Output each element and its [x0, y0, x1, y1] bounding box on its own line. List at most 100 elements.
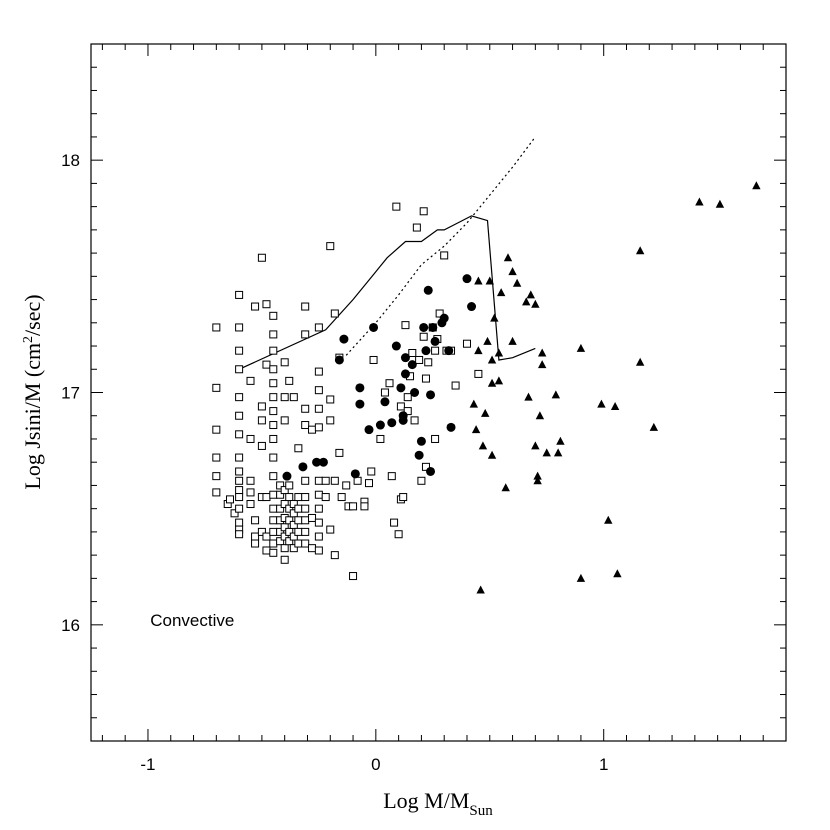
open-square-point: [226, 495, 234, 504]
open-square-point: [301, 302, 310, 311]
open-square-point: [235, 411, 244, 420]
filled-circle-point: [444, 346, 454, 356]
x-tick-label: -1: [140, 755, 155, 774]
filled-triangle-point: [551, 390, 561, 399]
open-square-point: [360, 502, 369, 511]
open-square-point: [387, 472, 396, 481]
open-square-point: [403, 407, 412, 416]
data-points: [212, 181, 761, 594]
open-square-point: [269, 453, 278, 462]
open-square-point: [401, 321, 410, 330]
open-square-point: [246, 488, 255, 497]
open-square-point: [280, 500, 289, 509]
open-square-point: [330, 309, 339, 318]
open-square-point: [301, 504, 310, 513]
solid-curve: [238, 215, 536, 370]
filled-triangle-point: [512, 278, 522, 287]
filled-circle-point: [355, 383, 365, 393]
open-square-point: [353, 476, 362, 485]
filled-triangle-point: [474, 276, 483, 285]
open-square-point: [269, 330, 278, 339]
filled-circle-point: [391, 341, 401, 351]
filled-circle-point: [423, 285, 433, 295]
open-square-point: [435, 309, 444, 318]
filled-circle-point: [439, 313, 449, 323]
open-square-point: [326, 242, 335, 251]
open-square-point: [212, 425, 221, 434]
filled-triangle-point: [752, 181, 761, 190]
open-square-point: [280, 532, 289, 541]
open-square-point: [376, 434, 385, 443]
open-square-point: [474, 369, 483, 378]
open-square-point: [269, 548, 278, 557]
filled-triangle-point: [496, 288, 506, 297]
open-square-point: [294, 539, 303, 548]
open-square-point: [301, 493, 310, 502]
open-square-point: [349, 572, 358, 581]
open-square-point: [280, 416, 289, 425]
filled-triangle-point: [537, 348, 547, 357]
open-square-point: [431, 346, 440, 355]
open-square-point: [212, 472, 221, 481]
open-square-point: [269, 527, 278, 536]
open-square-point: [235, 486, 244, 495]
open-square-point: [276, 504, 285, 513]
open-square-point: [280, 393, 289, 402]
filled-triangle-point: [471, 425, 481, 434]
open-square-point: [301, 404, 310, 413]
y-tick-label: 16: [61, 616, 80, 635]
filled-triangle-point: [524, 392, 533, 401]
filled-triangle-point: [531, 441, 540, 450]
open-square-point: [235, 467, 244, 476]
filled-circle-point: [467, 302, 477, 312]
open-square-point: [262, 360, 271, 369]
filled-triangle-point: [556, 436, 565, 445]
open-square-point: [251, 516, 260, 525]
open-square-point: [415, 355, 424, 364]
open-square-point: [280, 358, 289, 367]
filled-circle-point: [369, 322, 379, 332]
filled-triangle-point: [487, 378, 497, 387]
open-square-point: [390, 518, 399, 527]
filled-triangle-point: [494, 376, 504, 385]
open-square-point: [276, 537, 285, 546]
plot-frame: [90, 43, 787, 742]
filled-triangle-point: [531, 299, 540, 308]
open-square-point: [417, 476, 426, 485]
open-square-point: [301, 421, 310, 430]
open-square-point: [314, 532, 323, 541]
open-square-point: [419, 332, 428, 341]
open-square-point: [285, 504, 294, 513]
open-square-point: [212, 453, 221, 462]
open-square-point: [289, 500, 298, 509]
filled-triangle-point: [610, 401, 620, 410]
open-square-point: [230, 509, 239, 518]
open-square-point: [251, 302, 260, 311]
filled-triangle-point: [483, 336, 492, 345]
open-square-point: [335, 448, 344, 457]
x-tick-label: 0: [371, 755, 380, 774]
filled-triangle-point: [508, 267, 517, 276]
open-square-point: [269, 379, 278, 388]
filled-circle-point: [380, 397, 390, 407]
open-square-point: [294, 504, 303, 513]
open-square-point: [246, 434, 255, 443]
filled-triangle-point: [535, 411, 545, 420]
filled-circle-point: [400, 369, 410, 379]
open-square-point: [269, 539, 278, 548]
open-square-point: [251, 539, 260, 548]
filled-triangle-point: [487, 355, 497, 364]
filled-triangle-point: [613, 569, 622, 578]
tick-labels: -1 0 1 16 17 18: [61, 151, 608, 774]
open-square-point: [251, 532, 260, 541]
filled-triangle-point: [501, 483, 510, 492]
filled-circle-point: [419, 322, 429, 332]
filled-circle-point: [282, 471, 292, 481]
filled-triangle-point: [604, 515, 613, 524]
filled-triangle-point: [649, 422, 659, 431]
open-square-point: [369, 355, 378, 364]
open-square-point: [269, 407, 278, 416]
open-square-point: [246, 376, 255, 385]
open-square-point: [235, 323, 244, 332]
